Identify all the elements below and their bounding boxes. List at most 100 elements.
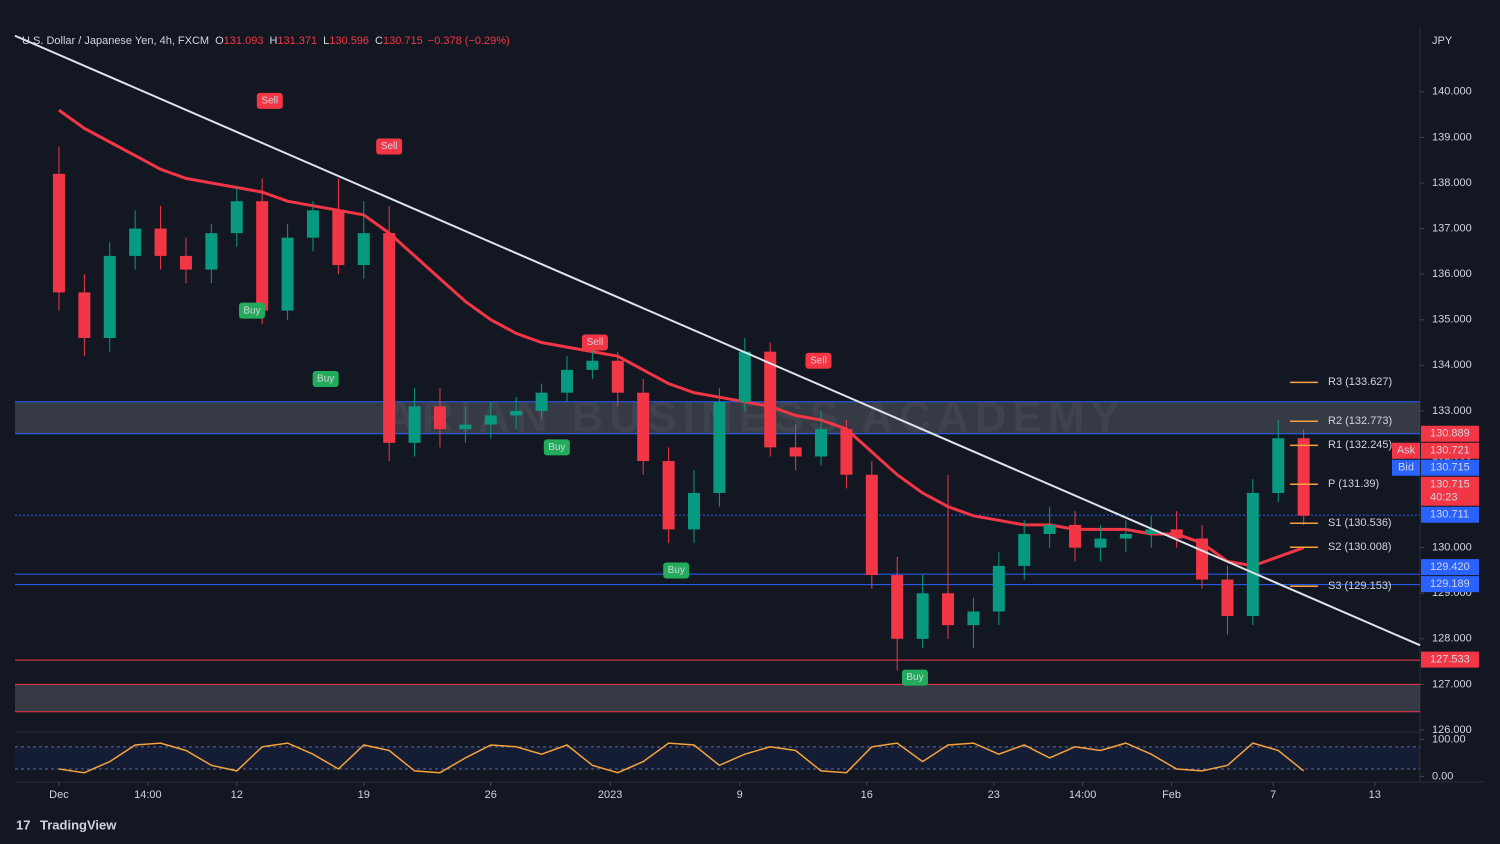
candle-body: [1069, 524, 1082, 548]
candle-body: [129, 228, 142, 256]
y-tick-label: 136.000: [1432, 268, 1472, 280]
x-tick-label: 13: [1369, 789, 1381, 801]
candle-body: [1297, 438, 1310, 516]
y-tick-label: 133.000: [1432, 405, 1472, 417]
candle-body: [738, 351, 751, 402]
price-tag: [1421, 476, 1479, 506]
candle-body: [1094, 538, 1107, 548]
candle-body: [840, 429, 853, 475]
pivot-label: R1 (132.245): [1328, 439, 1392, 451]
x-tick-label: 23: [988, 789, 1000, 801]
x-tick-label: Feb: [1162, 789, 1181, 801]
trendline: [14, 34, 1421, 647]
candle-body: [865, 474, 878, 576]
signal-marker: [805, 352, 832, 369]
x-tick-label: Dec: [49, 789, 69, 801]
candle-body: [637, 392, 650, 462]
pivot-label: R3 (133.627): [1328, 376, 1392, 388]
candle-body: [52, 173, 65, 293]
chart-title: U.S. Dollar / Japanese Yen, 4h, FXCM O131…: [22, 35, 510, 47]
candle-body: [611, 360, 624, 393]
x-tick-label: 14:00: [134, 789, 162, 801]
candle-body: [256, 201, 269, 311]
candle-body: [815, 429, 828, 457]
candle-body: [967, 611, 980, 626]
candle-body: [1145, 529, 1158, 534]
tag-label: Ask: [1397, 445, 1416, 457]
signal-marker: [376, 138, 403, 155]
signal-label: Sell: [381, 141, 398, 152]
signal-marker: [312, 371, 339, 387]
ohlc-key: C: [375, 35, 383, 47]
brand-logo: 17: [16, 817, 30, 832]
price-tag-label: 130.711: [1430, 509, 1469, 521]
price-tag-label: 130.721: [1430, 445, 1470, 457]
candle-body: [662, 461, 675, 530]
candle-body: [1119, 533, 1132, 539]
price-tag: [1421, 425, 1479, 442]
ohlc-value: 131.371: [277, 35, 317, 47]
signal-label: Sell: [810, 355, 827, 366]
candle-body: [357, 233, 370, 266]
candle-body: [281, 237, 294, 311]
candle-body: [1170, 529, 1183, 539]
y-tick-label: 134.000: [1432, 359, 1472, 371]
candle-body: [78, 292, 91, 338]
oscillator-line: [58, 742, 1305, 774]
candle-body: [205, 233, 218, 270]
candle-body: [586, 360, 599, 370]
countdown: 40:23: [1430, 492, 1458, 504]
candle-body: [459, 424, 472, 430]
candle-body: [789, 447, 802, 457]
ohlc-value: 131.093: [224, 35, 264, 47]
price-tag-label: 130.715: [1430, 479, 1470, 491]
ohlc-key: L: [323, 35, 329, 47]
candle-body: [103, 255, 116, 338]
pivot-label: P (131.39): [1328, 478, 1379, 490]
y-tick-label: 126.000: [1432, 724, 1472, 736]
candle-body: [688, 492, 701, 530]
candle-body: [484, 415, 497, 425]
x-tick-label: 19: [358, 789, 370, 801]
ohlc-key: O: [215, 35, 224, 47]
candle-body: [230, 201, 243, 234]
ohlc-value: 130.596: [329, 35, 369, 47]
candle-body: [408, 406, 421, 443]
y-tick-label: 128.000: [1432, 633, 1472, 645]
price-tag: [1421, 651, 1479, 668]
candle-body: [535, 392, 548, 411]
candle-body: [1246, 492, 1259, 617]
signal-marker: [902, 669, 929, 686]
signal-label: Buy: [548, 442, 565, 453]
candle-body: [306, 210, 319, 238]
x-tick-label: 2023: [598, 789, 622, 801]
y-tick-label: 138.000: [1432, 177, 1472, 189]
ohlc-key: H: [269, 35, 277, 47]
pivot-label: R2 (132.773): [1328, 415, 1392, 427]
candle-body: [1018, 533, 1031, 566]
x-tick-label: 14:00: [1069, 789, 1097, 801]
signal-marker: [239, 302, 266, 319]
candle-body: [916, 593, 929, 639]
candle-body: [942, 593, 955, 626]
price-tag: [1421, 506, 1479, 523]
ohlc-value: 130.715: [383, 35, 423, 47]
x-tick-label: 16: [861, 789, 873, 801]
pivot-label: S3 (129.153): [1328, 580, 1392, 592]
candle-body: [764, 351, 777, 448]
tag-box: [1392, 442, 1420, 459]
price-tag: [1421, 442, 1479, 459]
price-tag: [1421, 559, 1479, 576]
ohlc-header: O131.093 H131.371 L130.596 C130.715: [215, 35, 423, 47]
pivot-label: S2 (130.008): [1328, 541, 1392, 553]
signal-label: Sell: [587, 337, 604, 348]
x-tick-label: 12: [231, 789, 243, 801]
x-tick-label: 9: [737, 789, 743, 801]
candle-body: [1272, 438, 1285, 493]
osc-band: [15, 746, 1420, 770]
candle-body: [713, 401, 726, 493]
candle-body: [1043, 524, 1056, 534]
candle-body: [1221, 579, 1234, 617]
